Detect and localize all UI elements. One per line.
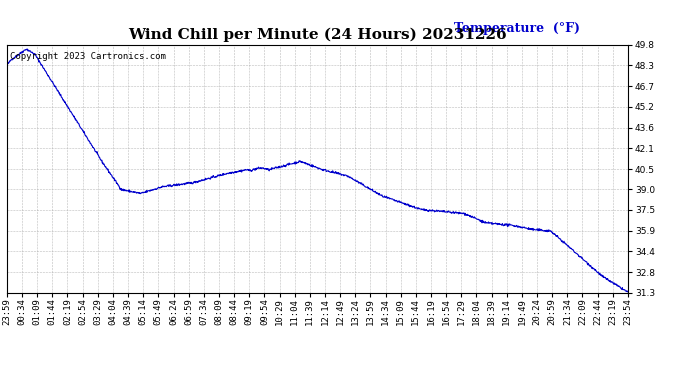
Title: Wind Chill per Minute (24 Hours) 20231226: Wind Chill per Minute (24 Hours) 2023122… xyxy=(128,28,506,42)
Text: Temperature  (°F): Temperature (°F) xyxy=(454,22,580,35)
Text: Copyright 2023 Cartronics.com: Copyright 2023 Cartronics.com xyxy=(10,53,166,62)
